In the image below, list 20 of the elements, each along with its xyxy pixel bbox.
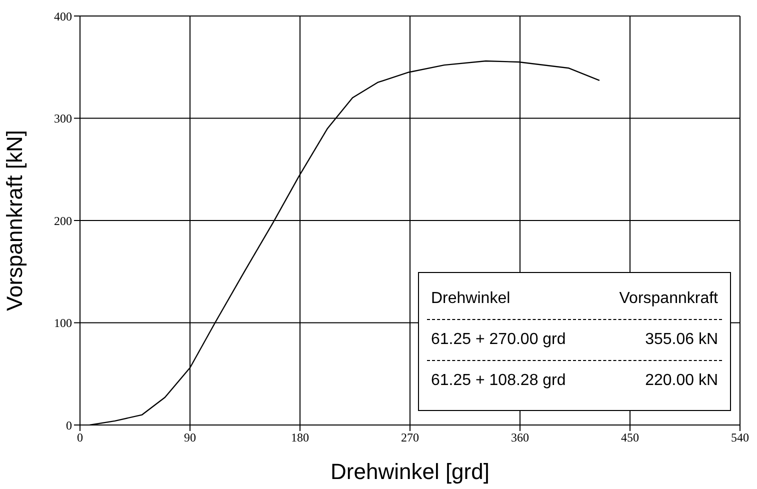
y-tick-label: 200 [54,214,72,228]
y-tick-label: 300 [54,112,72,126]
annotation: 61.25 + 270.00 grd [431,331,566,349]
annotation: Drehwinkel [431,290,510,308]
x-tick-label: 450 [621,430,639,445]
x-tick-label: 360 [511,430,529,445]
x-tick-label: 90 [184,430,196,445]
x-tick-label: 540 [731,430,749,445]
x-tick-label: 270 [401,430,419,445]
annotation: 220.00 kN [645,372,718,390]
x-axis-title: Drehwinkel [grd] [330,459,490,484]
y-tick-label: 400 [54,9,72,24]
x-tick-label: 0 [77,430,83,445]
x-tick-label: 180 [291,430,309,445]
annotation: Vorspannkraft [619,290,718,308]
annotation: 61.25 + 108.28 grd [431,372,566,390]
y-axis-title: Vorspannkraft [kN] [2,130,27,311]
y-tick-label: 0 [66,418,72,432]
y-tick-label: 100 [54,316,72,330]
annotation: 355.06 kN [645,331,718,349]
